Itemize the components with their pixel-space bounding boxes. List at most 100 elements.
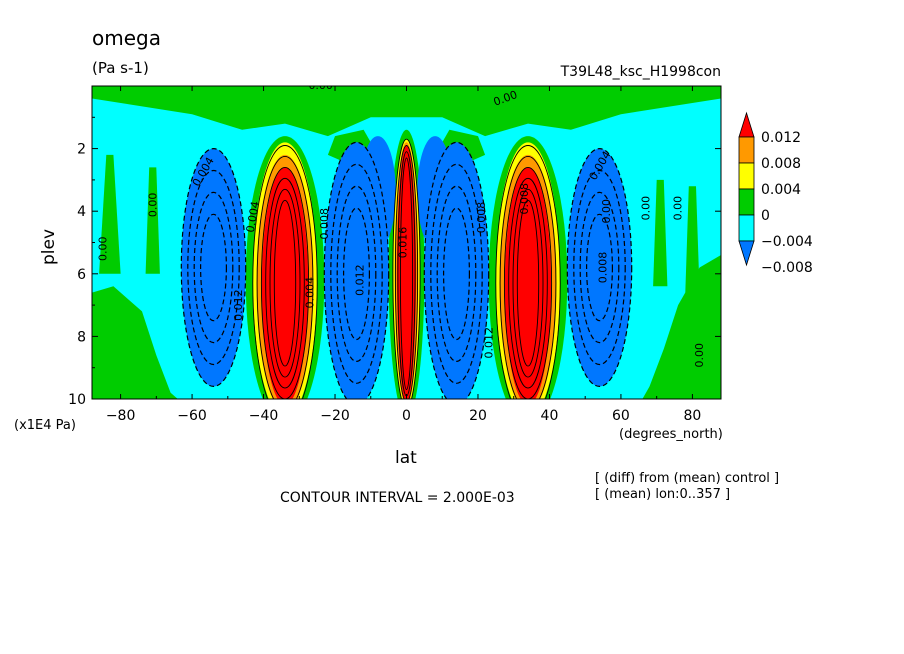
legend-swatch: [738, 162, 755, 190]
contour-label-012-w: 0.012: [232, 289, 245, 321]
contour-label-008-e: 0.008: [597, 252, 610, 284]
contour-label-far-east: 0.00: [693, 343, 706, 368]
x-tick-label: −20: [320, 408, 350, 424]
blue-cell-west: [181, 148, 246, 387]
red-cell-west: [261, 167, 309, 399]
x-tick-label: −60: [177, 408, 207, 424]
contour-neg-1-3: [585, 213, 613, 322]
legend-swatch: [738, 214, 755, 242]
contour-label-east-a: 0.00: [600, 199, 613, 224]
contour-neg-0-3: [200, 213, 228, 322]
contour-label-far-west: 0.00: [96, 237, 109, 261]
contour-pos-0-2: [260, 166, 310, 399]
green-band-se: [642, 255, 721, 399]
contour-label-012-e: 0.012: [482, 327, 495, 359]
contour-pos-1-1: [499, 155, 557, 399]
contour-label-004-inner: 0.004: [304, 277, 317, 309]
legend-label: 0.012: [761, 130, 801, 146]
contour-neg-0-0: [180, 148, 247, 388]
legend-label: 0.004: [761, 182, 801, 198]
note-mean-lon: [ (mean) lon:0..357 ]: [595, 487, 730, 502]
green-band-sw: [92, 286, 178, 399]
contour-pos-1-0: [495, 145, 561, 399]
y-axis-label: plev: [39, 229, 59, 265]
contour-label-east-b: 0.00: [640, 196, 653, 221]
contour-negin-0-3: [343, 207, 371, 341]
contour-label-neg-w2: 0.004: [244, 200, 262, 233]
y-axis: 2 4 6 8 10: [68, 116, 721, 408]
contour-label-east-c: 0.00: [672, 196, 685, 221]
legend-swatch-max: [738, 111, 755, 138]
contour-eq-3: [399, 157, 414, 391]
y-tick-label: 4: [77, 204, 86, 220]
legend-label: 0: [761, 208, 770, 224]
contour-eq-1: [394, 145, 419, 399]
x-tick-label: −80: [106, 408, 136, 424]
legend-swatch: [738, 188, 755, 216]
green-spike-4: [685, 186, 700, 293]
y-tick-label: 6: [77, 267, 86, 283]
green-spike-3: [653, 179, 668, 287]
contour-pos-1-5: [516, 199, 540, 367]
contour-pos-0-1: [256, 155, 314, 399]
contour-label-012-inner: 0.012: [354, 264, 367, 296]
contour-pos-0-4: [269, 188, 301, 378]
contour-negin-0-1: [330, 163, 383, 384]
green-band-top: [92, 86, 721, 137]
contour-negin-1-3: [443, 207, 471, 341]
contour-neg-1-1: [573, 169, 626, 366]
legend-swatch-min: [738, 240, 755, 267]
contour-negin-1-1: [430, 163, 483, 384]
green-spike-2: [145, 167, 160, 274]
contour-label-008-inner: 0.008: [475, 202, 488, 234]
blue-cell-upper-east: [417, 136, 453, 249]
contour-pos-0-5: [273, 199, 297, 367]
x-tick-label: 80: [683, 408, 701, 424]
x-axis-label: lat: [395, 448, 417, 468]
x-tick-label: −40: [249, 408, 279, 424]
chart-title: omega: [92, 26, 161, 50]
green-spike-1: [99, 154, 121, 274]
legend-swatch: [738, 136, 755, 164]
contour-pos-0-0: [252, 145, 318, 399]
x-tick-label: 0: [402, 408, 411, 424]
y-tick-label: 2: [77, 142, 86, 158]
contour-negin-1-2: [436, 185, 477, 362]
contour-label-008-e2: 0.008: [518, 183, 531, 215]
legend-label: 0.008: [761, 156, 801, 172]
blue-cell-upper-west: [360, 136, 396, 249]
contour-neg-1-0: [566, 148, 633, 388]
y-tick-label: 10: [68, 392, 86, 408]
plot-area: 0.000.000.000.00 0.00 0.00 0.000.000.0040.0…: [92, 79, 721, 399]
legend-label: −0.004: [761, 234, 813, 250]
y-axis-units: (x1E4 Pa): [14, 418, 76, 433]
red-cell-equator: [396, 145, 417, 399]
legend-label: −0.008: [761, 260, 813, 276]
blue-cell-east: [567, 148, 632, 387]
x-axis-units: (degrees_north): [619, 427, 723, 442]
note-diff-from-control: [ (diff) from (mean) control ]: [595, 471, 779, 486]
contour-label-west: 0.00: [146, 193, 159, 218]
contour-pos-1-4: [512, 188, 544, 378]
x-tick-label: 40: [541, 408, 559, 424]
x-axis: −80 −60 −40 −20 0 20 40 60 80: [106, 86, 701, 424]
contour-pos-0-3: [265, 177, 305, 389]
contour-negin-0-2: [336, 185, 377, 362]
contour-neg-0-1: [187, 169, 240, 366]
contour-neg-0-2: [193, 191, 234, 344]
y-tick-label: 8: [77, 329, 86, 345]
color-legend: 0.012 0.008 0.004 0 −0.004 −0.008: [738, 111, 813, 276]
contour-negin-1-0: [423, 141, 490, 399]
contour-interval-label: CONTOUR INTERVAL = 2.000E-03: [280, 490, 515, 506]
contour-label-top: 0.00: [308, 79, 333, 92]
experiment-label: T39L48_ksc_H1998con: [560, 64, 721, 80]
contour-lines: [180, 138, 633, 399]
x-tick-label: 60: [612, 408, 630, 424]
contour-pos-1-2: [503, 166, 553, 399]
contour-label-008-w: 0.008: [318, 208, 331, 240]
chart-units: (Pa s-1): [92, 59, 149, 77]
contour-pos-1-3: [508, 177, 548, 389]
x-tick-label: 20: [469, 408, 487, 424]
contour-negin-0-0: [323, 141, 390, 399]
